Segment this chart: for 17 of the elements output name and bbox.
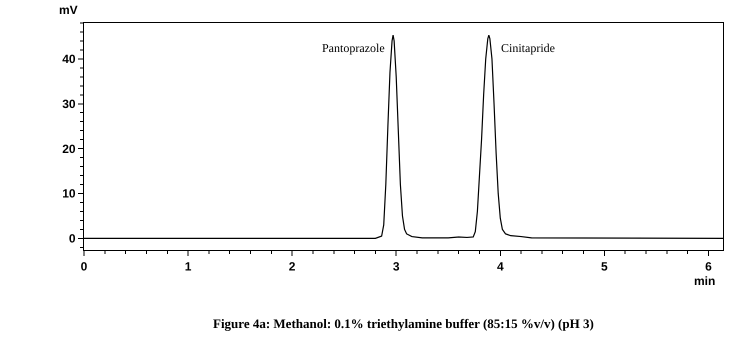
x-tick-label: 4 [496, 259, 504, 274]
x-tick-label: 6 [705, 259, 712, 274]
y-tick-label: 10 [62, 186, 76, 201]
x-tick-label: 0 [80, 259, 88, 274]
annotation: Cinitapride [501, 41, 555, 55]
x-tick-label: 3 [392, 259, 400, 274]
y-axis-title: mV [59, 3, 78, 17]
y-tick-label: 30 [62, 96, 76, 111]
x-tick-label: 2 [288, 259, 296, 274]
x-tick-label: 1 [184, 259, 192, 274]
x-axis-title: min [694, 274, 716, 288]
x-tick-label: 5 [601, 259, 608, 274]
caption: Figure 4a: Methanol: 0.1% triethylamine buffer (85:15 %v/v) (pH 3) [213, 316, 594, 331]
y-tick-label: 20 [62, 142, 76, 156]
annotation: Pantoprazole [322, 41, 385, 55]
y-tick-label: 0 [68, 232, 76, 246]
y-tick-label: 40 [62, 52, 76, 66]
